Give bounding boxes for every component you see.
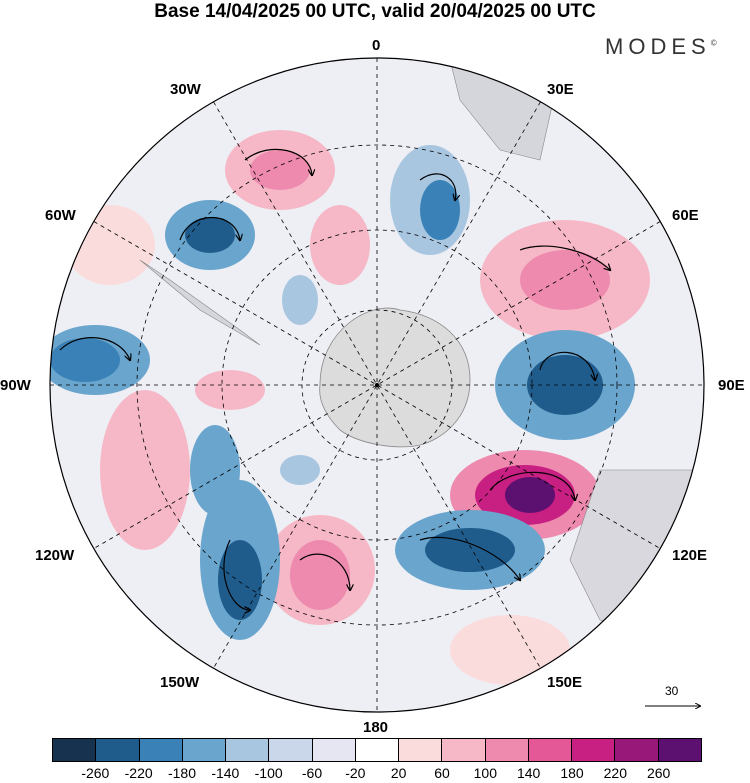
- colorbar-swatch: [312, 739, 356, 761]
- streamlines: [59, 148, 610, 610]
- lon-label-60e: 60E: [672, 207, 699, 224]
- colorbar-swatch: [485, 739, 529, 761]
- colorbar-tick-label: -20: [345, 765, 366, 781]
- anomaly-positive: [65, 205, 155, 285]
- lon-label-90w: 90W: [0, 377, 31, 394]
- antarctica: [319, 307, 471, 448]
- lon-label-120w: 120W: [35, 547, 75, 564]
- colorbar: [52, 738, 702, 762]
- anomaly-positive: [250, 150, 310, 190]
- lon-label-60w: 60W: [45, 207, 76, 224]
- colorbar-swatch: [442, 739, 486, 761]
- meridians: [50, 58, 704, 712]
- map-border: [49, 57, 705, 713]
- colorbar-tick-label: -260: [81, 765, 110, 781]
- colorbar-swatch: [355, 739, 400, 761]
- colorbar-swatch: [572, 739, 616, 761]
- anomaly-positive: [520, 250, 610, 310]
- colorbar-tick-label: 220: [603, 765, 628, 781]
- anomaly-positive: [310, 205, 370, 285]
- south-pole: [375, 383, 379, 387]
- lon-label-30w: 30W: [170, 81, 201, 98]
- colorbar-tick-label: 100: [473, 765, 498, 781]
- map-title: Base 14/04/2025 00 UTC, valid 20/04/2025…: [154, 1, 596, 22]
- anomaly-positive: [450, 615, 570, 685]
- anomaly-negative: [425, 528, 515, 572]
- lon-label-150e: 150E: [547, 674, 583, 691]
- colorbar-tick-label: 60: [434, 765, 450, 781]
- colorbar-swatch: [226, 739, 270, 761]
- brand-mark: ©: [710, 38, 717, 48]
- lon-label-30e: 30E: [547, 81, 574, 98]
- anomaly-negative: [282, 275, 318, 325]
- colorbar-tick-label: 20: [390, 765, 407, 781]
- colorbar-tick-label: -60: [301, 765, 323, 781]
- brand-logo: MODES©: [605, 34, 717, 60]
- lon-label-120e: 120E: [672, 547, 708, 564]
- colorbar-tick-label: 140: [516, 765, 541, 781]
- anomaly-negative: [50, 338, 120, 382]
- colorbar-swatch: [139, 739, 183, 761]
- brand-name: MODES: [605, 34, 711, 59]
- land-south-america: [139, 259, 261, 346]
- colorbar-swatch: [269, 739, 313, 761]
- reference-vector-label: 30: [665, 684, 679, 698]
- colorbar-tick-label: 180: [560, 765, 584, 781]
- colorbar-tick-label: -180: [167, 765, 197, 781]
- lon-label-180: 180: [363, 719, 389, 736]
- anomaly-negative: [185, 217, 235, 253]
- colorbar-swatch: [96, 739, 140, 761]
- lon-label-150w: 150W: [160, 674, 200, 691]
- colorbar-swatch: [615, 739, 659, 761]
- colorbar-swatch: [399, 739, 443, 761]
- colorbar-ticks: -260 -220 -180 -140 -100 -60 -20 20 60 100 140 180 2…: [0, 765, 750, 783]
- anomaly-negative: [218, 540, 262, 620]
- anomaly-negative: [190, 425, 240, 515]
- colorbar-tick-label: -140: [211, 765, 240, 781]
- lon-label-0: 0: [372, 37, 381, 54]
- anomaly-positive: [290, 540, 350, 610]
- anomaly-positive: [100, 390, 190, 550]
- anomaly-negative: [420, 180, 460, 240]
- anomaly-negative: [280, 455, 320, 485]
- anomaly-positive: [505, 477, 555, 513]
- colorbar-swatch: [528, 739, 573, 761]
- anomaly-positive: [195, 370, 265, 410]
- colorbar-tick-label: -100: [254, 765, 283, 781]
- polar-map: [49, 57, 705, 713]
- colorbar-swatch: [53, 739, 97, 761]
- colorbar-swatch: [658, 739, 701, 761]
- colorbar-tick-label: 260: [646, 765, 671, 781]
- colorbar-tick-label: -220: [124, 765, 153, 781]
- latitude-circle: [136, 144, 618, 626]
- lon-label-90e: 90E: [718, 377, 745, 394]
- colorbar-swatch: [182, 739, 227, 761]
